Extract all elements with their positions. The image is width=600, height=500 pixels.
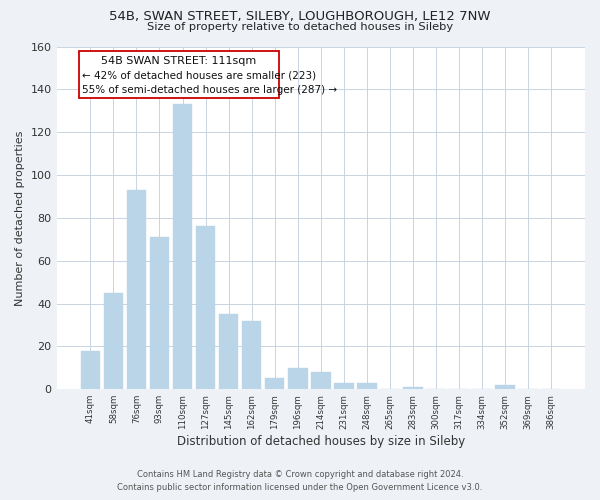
FancyBboxPatch shape xyxy=(79,51,279,98)
Bar xyxy=(196,226,215,389)
Text: Size of property relative to detached houses in Sileby: Size of property relative to detached ho… xyxy=(147,22,453,32)
Text: 55% of semi-detached houses are larger (287) →: 55% of semi-detached houses are larger (… xyxy=(82,85,337,95)
X-axis label: Distribution of detached houses by size in Sileby: Distribution of detached houses by size … xyxy=(176,434,465,448)
Bar xyxy=(265,378,284,389)
Text: 54B, SWAN STREET, SILEBY, LOUGHBOROUGH, LE12 7NW: 54B, SWAN STREET, SILEBY, LOUGHBOROUGH, … xyxy=(109,10,491,23)
Bar xyxy=(357,383,377,389)
Bar xyxy=(80,350,100,389)
Text: 54B SWAN STREET: 111sqm: 54B SWAN STREET: 111sqm xyxy=(101,56,257,66)
Bar xyxy=(173,104,193,389)
Y-axis label: Number of detached properties: Number of detached properties xyxy=(15,130,25,306)
Bar xyxy=(242,320,262,389)
Text: ← 42% of detached houses are smaller (223): ← 42% of detached houses are smaller (22… xyxy=(82,70,316,80)
Bar xyxy=(496,385,515,389)
Bar xyxy=(149,237,169,389)
Bar xyxy=(104,293,123,389)
Bar xyxy=(127,190,146,389)
Bar xyxy=(403,387,423,389)
Bar xyxy=(311,372,331,389)
Bar xyxy=(334,383,353,389)
Text: Contains HM Land Registry data © Crown copyright and database right 2024.
Contai: Contains HM Land Registry data © Crown c… xyxy=(118,470,482,492)
Bar xyxy=(219,314,238,389)
Bar xyxy=(288,368,308,389)
